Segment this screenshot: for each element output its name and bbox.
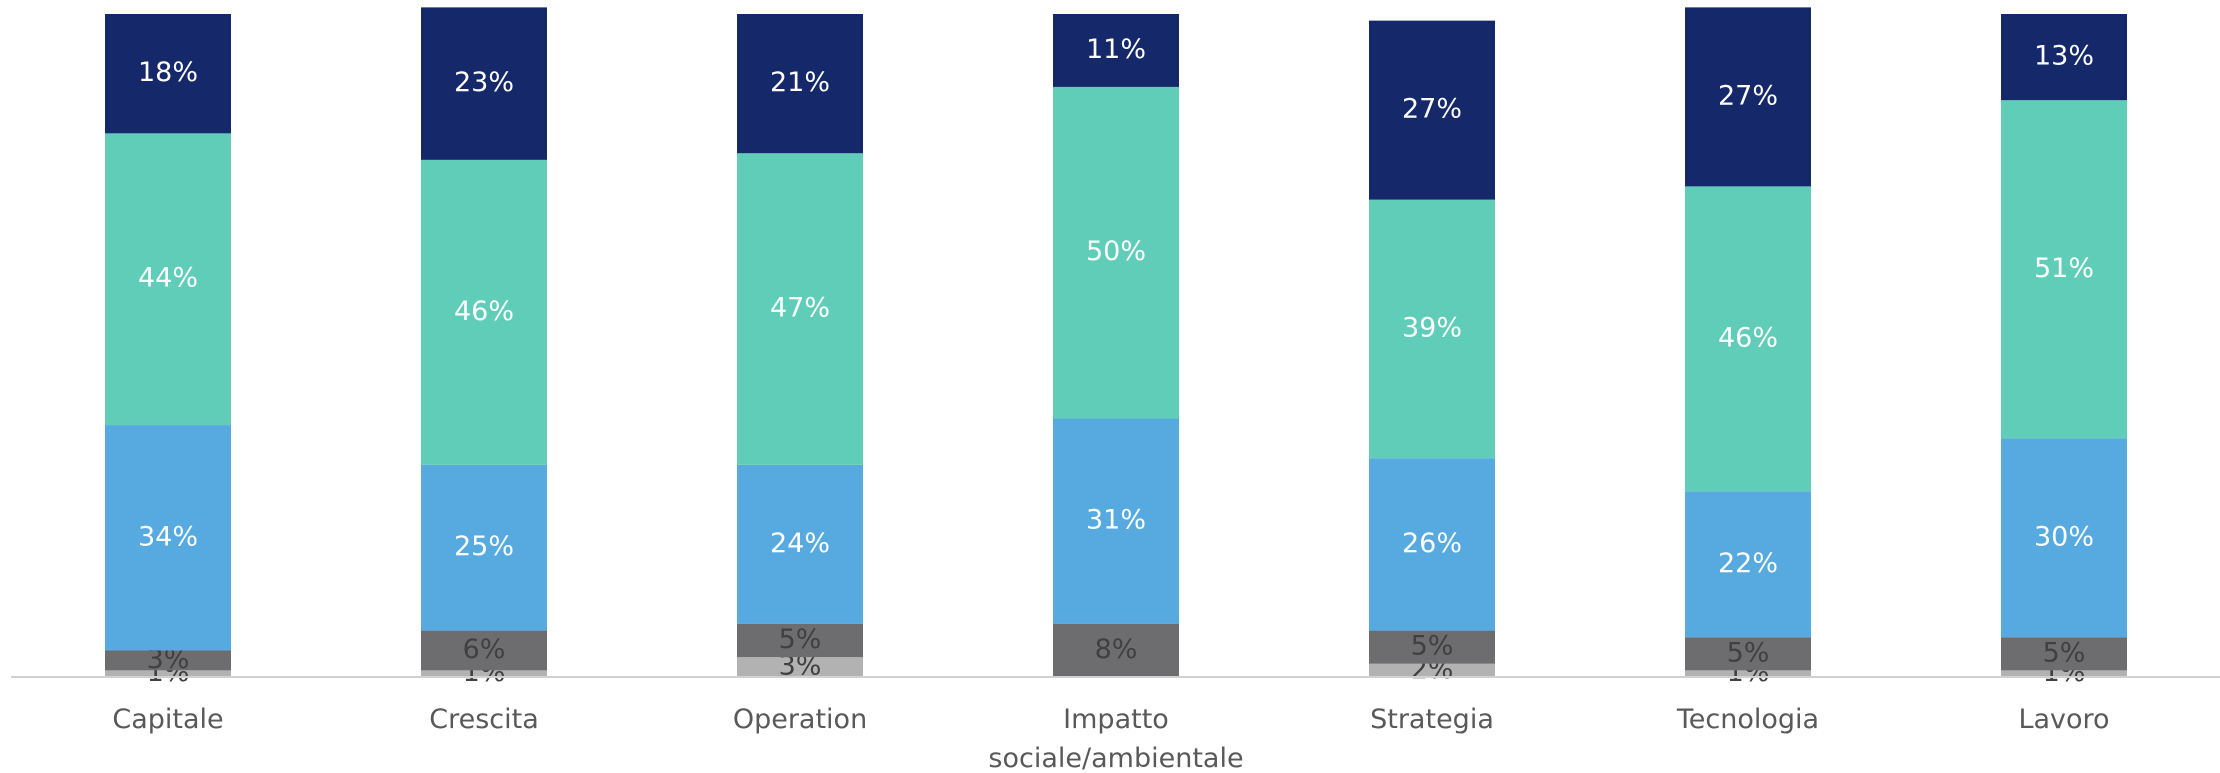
bar-segment xyxy=(2001,670,2127,677)
value-label: 5% xyxy=(779,624,822,655)
x-tick-label: Lavoro xyxy=(2018,704,2110,735)
bar-segment xyxy=(1369,458,1495,631)
bar-segment xyxy=(1053,623,1179,677)
value-label: 39% xyxy=(1402,312,1462,343)
value-label: 8% xyxy=(1095,634,1138,665)
x-tick-label: Crescita xyxy=(429,704,539,735)
bar-segment xyxy=(1685,670,1811,677)
value-label: 5% xyxy=(1411,631,1454,662)
bar-segment xyxy=(1053,418,1179,624)
bar-segment xyxy=(2001,14,2127,101)
bar-segment xyxy=(737,14,863,154)
bar-segment xyxy=(421,159,547,465)
bar-segment xyxy=(421,464,547,631)
bar-segment xyxy=(1369,20,1495,200)
x-tick-label: Impatto sociale/ambientale xyxy=(988,704,1244,773)
bar-segment xyxy=(105,425,231,651)
bar-segment xyxy=(105,650,231,671)
value-label: 5% xyxy=(1727,637,1770,668)
value-label: 30% xyxy=(2034,521,2094,552)
value-label: 46% xyxy=(1718,322,1778,353)
value-label: 50% xyxy=(1086,236,1146,267)
x-tick-label: Tecnologia xyxy=(1676,704,1820,735)
bar-segment xyxy=(421,7,547,160)
value-label: 46% xyxy=(454,296,514,327)
value-label: 18% xyxy=(138,57,198,88)
value-label: 23% xyxy=(454,67,514,98)
bar-segment xyxy=(2001,100,2127,439)
value-label: 13% xyxy=(2034,41,2094,72)
bar-segment xyxy=(105,133,231,426)
bar-segment xyxy=(1053,86,1179,419)
value-label: 27% xyxy=(1402,94,1462,125)
value-label: 11% xyxy=(1086,34,1146,65)
bar-segment xyxy=(1053,14,1179,87)
value-label: 51% xyxy=(2034,253,2094,284)
x-tick-label: Operation xyxy=(732,704,868,735)
value-label: 44% xyxy=(138,263,198,294)
value-label: 31% xyxy=(1086,505,1146,536)
bar-segment xyxy=(1685,491,1811,638)
bar-segment xyxy=(105,14,231,134)
value-label: 21% xyxy=(770,67,830,98)
bar-segment xyxy=(737,153,863,465)
bar-segment xyxy=(737,464,863,624)
bar-segment xyxy=(1685,637,1811,671)
bar-segment xyxy=(421,670,547,677)
bar-segment xyxy=(737,657,863,677)
value-label: 22% xyxy=(1718,548,1778,579)
value-label: 26% xyxy=(1402,528,1462,559)
value-label: 6% xyxy=(463,634,506,665)
bar-segment xyxy=(1369,630,1495,664)
bar-segment xyxy=(1685,7,1811,187)
value-label: 27% xyxy=(1718,80,1778,111)
bar-segment xyxy=(1685,186,1811,492)
x-tick-label: Capitale xyxy=(112,704,224,735)
bar-segment xyxy=(1369,199,1495,459)
value-label: 24% xyxy=(770,528,830,559)
bar-segment xyxy=(2001,438,2127,638)
x-tick-label: Strategia xyxy=(1370,704,1494,735)
bar-segment xyxy=(737,623,863,658)
value-label: 34% xyxy=(138,521,198,552)
value-label: 5% xyxy=(2043,637,2086,668)
bar-segment xyxy=(2001,637,2127,671)
value-label: 47% xyxy=(770,293,830,324)
bar-segment xyxy=(1369,663,1495,677)
value-label: 25% xyxy=(454,531,514,562)
bar-segment xyxy=(421,630,547,671)
bar-segment xyxy=(105,670,231,677)
